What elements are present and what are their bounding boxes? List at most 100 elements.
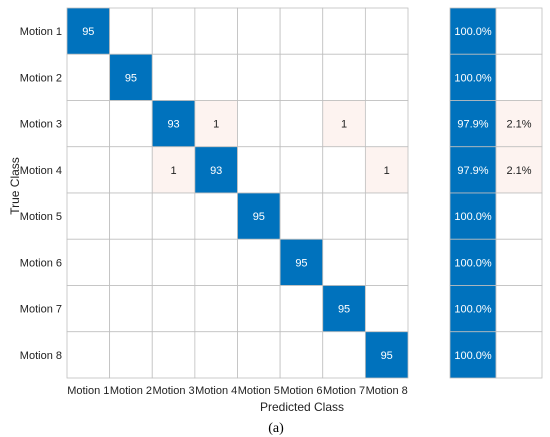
summary-incorrect-cell	[495, 238, 543, 286]
matrix-cell	[66, 146, 111, 194]
matrix-cell	[279, 331, 324, 379]
x-tick-label: Motion 6	[280, 385, 322, 397]
x-tick-labels: Motion 1 Motion 2 Motion 3 Motion 4 Motion 5…	[67, 385, 408, 397]
matrix-cell	[322, 146, 366, 194]
x-tick-label: Motion 3	[152, 385, 194, 397]
cell-value-label: 95	[338, 304, 350, 316]
matrix-cell	[364, 192, 409, 240]
cell-value-label: 93	[167, 119, 179, 131]
x-tick-label: Motion 1	[67, 385, 109, 397]
matrix-cell	[194, 7, 238, 55]
summary-value-label: 2.1%	[506, 119, 531, 131]
matrix-cell	[279, 285, 324, 333]
summary-incorrect-cell	[495, 53, 543, 101]
panel-label: (a)	[268, 421, 284, 436]
cell-value-label: 95	[82, 26, 94, 38]
matrix-cell	[237, 238, 281, 286]
summary-incorrect-cell	[495, 285, 543, 333]
matrix-cell	[279, 192, 324, 240]
summary-correct-cell	[449, 146, 497, 194]
row-summary-grid: 100.0% 100.0% 97.9% 2.1% 97.9% 2.1% 100.0% 100.…	[449, 7, 543, 379]
y-tick-label: Motion 8	[20, 350, 62, 362]
matrix-cell	[237, 146, 281, 194]
cell-value-label: 95	[253, 211, 265, 223]
summary-incorrect-cell	[495, 100, 543, 148]
summary-correct-cell	[449, 238, 497, 286]
matrix-cell	[364, 7, 409, 55]
x-axis-title: Predicted Class	[260, 400, 344, 414]
matrix-cell	[151, 146, 196, 194]
summary-incorrect-cell	[495, 7, 543, 55]
matrix-cell	[151, 100, 196, 148]
y-tick-label: Motion 1	[20, 26, 62, 38]
matrix-cell	[66, 192, 111, 240]
summary-value-label: 100.0%	[454, 211, 492, 223]
matrix-cell	[237, 331, 281, 379]
summary-correct-cell	[449, 53, 497, 101]
matrix-cell	[109, 192, 153, 240]
matrix-cell	[66, 7, 111, 55]
x-tick-label: Motion 4	[195, 385, 237, 397]
summary-incorrect-cell	[495, 146, 543, 194]
y-tick-labels: Motion 1 Motion 2 Motion 3 Motion 4 Motion 5…	[20, 26, 62, 362]
cell-value-label: 95	[295, 257, 307, 269]
matrix-cell	[322, 331, 366, 379]
cell-value-label: 1	[213, 119, 219, 131]
matrix-cell	[109, 285, 153, 333]
matrix-cell	[109, 7, 153, 55]
matrix-cell	[109, 100, 153, 148]
cell-value-label: 95	[125, 72, 137, 84]
matrix-cell	[194, 192, 238, 240]
y-axis-title: True Class	[8, 157, 22, 215]
matrix-cell	[194, 331, 238, 379]
y-tick-label: Motion 2	[20, 72, 62, 84]
matrix-cell	[66, 100, 111, 148]
matrix-cell	[151, 331, 196, 379]
cell-value-label: 1	[171, 165, 177, 177]
matrix-cell	[237, 7, 281, 55]
cell-value-label: 1	[384, 165, 390, 177]
cell-value-label: 95	[381, 350, 393, 362]
matrix-cell	[66, 331, 111, 379]
matrix-cell	[237, 53, 281, 101]
matrix-cell	[66, 53, 111, 101]
x-tick-label: Motion 5	[238, 385, 280, 397]
y-tick-label: Motion 4	[20, 165, 62, 177]
matrix-cell	[279, 238, 324, 286]
matrix-cell	[279, 100, 324, 148]
y-tick-label: Motion 7	[20, 304, 62, 316]
matrix-cell	[279, 7, 324, 55]
matrix-cell	[279, 53, 324, 101]
matrix-cell	[364, 238, 409, 286]
matrix-cell	[109, 146, 153, 194]
matrix-cell	[364, 331, 409, 379]
matrix-cell	[151, 238, 196, 286]
summary-value-label: 2.1%	[506, 165, 531, 177]
matrix-cell	[151, 53, 196, 101]
matrix-cell	[237, 100, 281, 148]
x-tick-label: Motion 7	[323, 385, 365, 397]
summary-value-label: 97.9%	[457, 165, 488, 177]
matrix-cell	[151, 192, 196, 240]
matrix-cell	[109, 238, 153, 286]
matrix-cell	[194, 53, 238, 101]
summary-value-label: 100.0%	[454, 26, 492, 38]
matrix-cell	[151, 7, 196, 55]
summary-value-label: 100.0%	[454, 350, 492, 362]
x-tick-label: Motion 8	[366, 385, 408, 397]
confusion-matrix-grid: 95 95 93 1 1 1 93 1 95 95 95 95	[66, 7, 409, 379]
matrix-cell	[66, 238, 111, 286]
y-tick-label: Motion 5	[20, 211, 62, 223]
summary-correct-cell	[449, 331, 497, 379]
summary-correct-cell	[449, 285, 497, 333]
summary-value-label: 97.9%	[457, 119, 488, 131]
summary-incorrect-cell	[495, 331, 543, 379]
matrix-cell	[109, 331, 153, 379]
summary-value-label: 100.0%	[454, 304, 492, 316]
matrix-cell	[109, 53, 153, 101]
matrix-cell	[364, 146, 409, 194]
matrix-cell	[194, 238, 238, 286]
matrix-cell	[364, 100, 409, 148]
matrix-cell	[66, 285, 111, 333]
